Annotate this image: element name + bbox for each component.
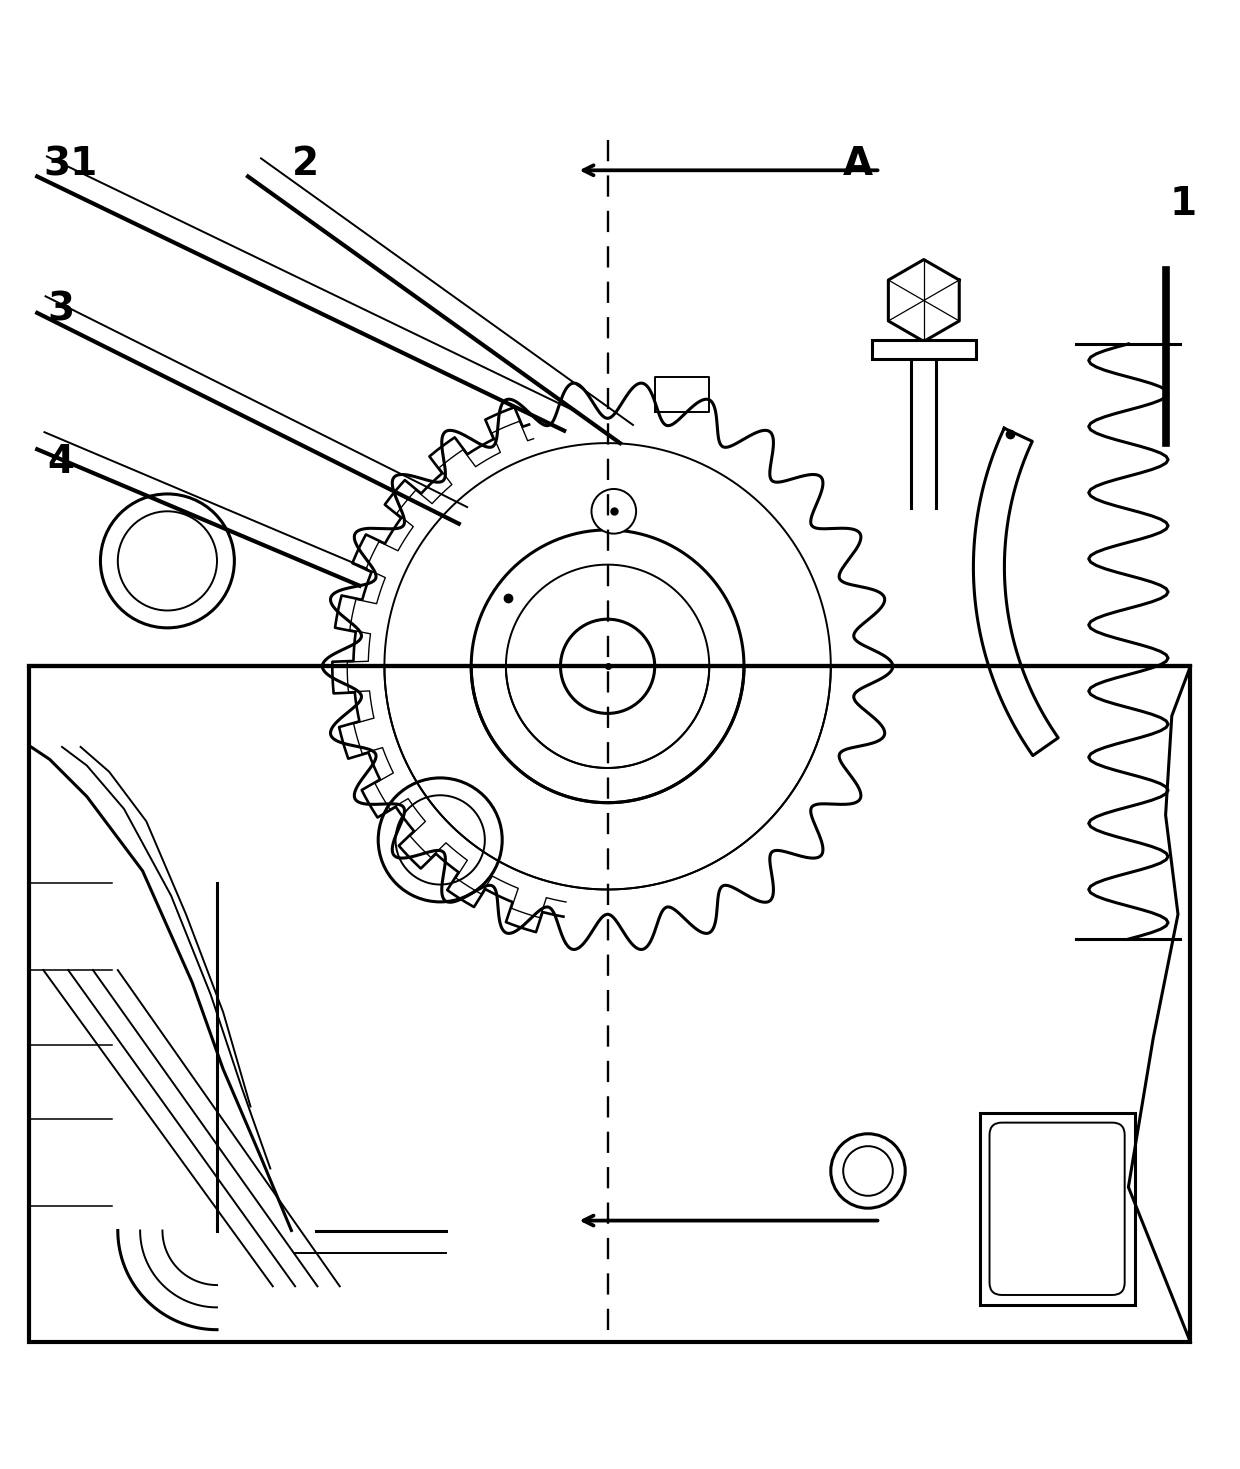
Bar [980, 1112, 1135, 1304]
Text: 4: 4 [47, 442, 74, 480]
Text: A: A [843, 1202, 873, 1240]
Bar [872, 341, 976, 358]
Bar [16, 667, 1203, 1343]
Text: 1: 1 [1169, 185, 1197, 223]
Circle shape [591, 489, 636, 533]
Text: 31: 31 [43, 145, 98, 184]
Text: 2: 2 [291, 145, 319, 184]
Bar [29, 667, 1190, 1343]
Text: A: A [843, 145, 873, 184]
Text: 3: 3 [47, 291, 74, 328]
